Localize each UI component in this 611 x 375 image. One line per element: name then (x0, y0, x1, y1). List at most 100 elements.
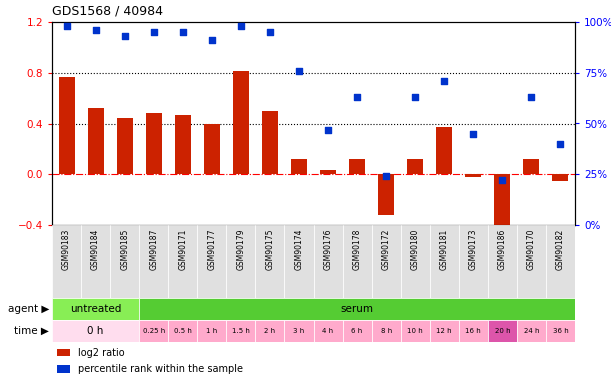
Point (207, 37, 217, 43)
Bar (466, 174, 481, 177)
Text: 16 h: 16 h (466, 328, 481, 334)
Text: GSM90186: GSM90186 (498, 229, 507, 270)
Text: GSM90176: GSM90176 (324, 229, 332, 270)
Text: 1.5 h: 1.5 h (232, 328, 250, 334)
Bar (110, 225, 139, 298)
Bar (57, 365, 70, 373)
Bar (139, 320, 168, 342)
Text: GSM90170: GSM90170 (527, 229, 536, 270)
Text: GSM90173: GSM90173 (469, 229, 478, 270)
Bar (401, 225, 430, 298)
Text: GSM90184: GSM90184 (91, 229, 100, 270)
Bar (546, 320, 575, 342)
Text: 6 h: 6 h (351, 328, 363, 334)
Bar (320, 171, 336, 174)
Text: GSM90178: GSM90178 (353, 229, 362, 270)
Text: 0 h: 0 h (87, 326, 104, 336)
Point (411, 94, 420, 100)
Bar (285, 225, 313, 298)
Bar (255, 320, 285, 342)
Point (265, 29, 275, 35)
Text: agent ▶: agent ▶ (7, 304, 49, 314)
Bar (52, 298, 139, 320)
Point (236, 23, 246, 29)
Text: time ▶: time ▶ (14, 326, 49, 336)
Bar (436, 127, 452, 174)
Text: 20 h: 20 h (494, 328, 510, 334)
Bar (343, 320, 371, 342)
Bar (262, 111, 278, 174)
Bar (52, 320, 139, 342)
Text: GSM90171: GSM90171 (178, 229, 187, 270)
Bar (524, 159, 540, 174)
Text: GSM90175: GSM90175 (265, 229, 274, 270)
Bar (407, 159, 423, 174)
Bar (175, 115, 191, 174)
Bar (343, 225, 371, 298)
Bar (204, 123, 220, 174)
Text: GSM90179: GSM90179 (236, 229, 246, 270)
Bar (430, 225, 459, 298)
Point (294, 68, 304, 74)
Bar (139, 225, 168, 298)
Text: 36 h: 36 h (552, 328, 568, 334)
Bar (349, 159, 365, 174)
Bar (57, 349, 70, 356)
Text: GSM90177: GSM90177 (207, 229, 216, 270)
Point (469, 130, 478, 136)
Text: 24 h: 24 h (524, 328, 539, 334)
Point (555, 141, 565, 147)
Bar (197, 320, 226, 342)
Point (497, 177, 507, 183)
Bar (233, 72, 249, 174)
Text: 3 h: 3 h (293, 328, 305, 334)
Point (323, 127, 333, 133)
Bar (255, 225, 285, 298)
Point (149, 29, 159, 35)
Text: 0.25 h: 0.25 h (142, 328, 165, 334)
Bar (430, 320, 459, 342)
Text: GSM90182: GSM90182 (556, 229, 565, 270)
Text: 8 h: 8 h (381, 328, 392, 334)
Bar (313, 320, 343, 342)
Point (381, 173, 391, 179)
Text: GSM90187: GSM90187 (149, 229, 158, 270)
Bar (488, 320, 517, 342)
Text: GSM90180: GSM90180 (411, 229, 420, 270)
Text: GSM90174: GSM90174 (295, 229, 304, 270)
Bar (168, 225, 197, 298)
Text: GSM90183: GSM90183 (62, 229, 71, 270)
Point (439, 78, 449, 84)
Text: log2 ratio: log2 ratio (78, 348, 125, 357)
Bar (494, 174, 510, 235)
Bar (517, 225, 546, 298)
Bar (168, 320, 197, 342)
Bar (552, 174, 568, 181)
Bar (546, 225, 575, 298)
Text: 1 h: 1 h (206, 328, 218, 334)
Text: 10 h: 10 h (408, 328, 423, 334)
Point (527, 94, 536, 100)
Text: 2 h: 2 h (265, 328, 276, 334)
Bar (313, 225, 343, 298)
Bar (197, 225, 226, 298)
Bar (145, 113, 162, 174)
Text: untreated: untreated (70, 304, 121, 314)
Text: GSM90172: GSM90172 (382, 229, 390, 270)
Bar (371, 320, 401, 342)
Bar (285, 320, 313, 342)
Bar (81, 225, 110, 298)
Bar (488, 225, 517, 298)
Text: 4 h: 4 h (323, 328, 334, 334)
Bar (459, 225, 488, 298)
Bar (226, 320, 255, 342)
Bar (401, 320, 430, 342)
Bar (59, 76, 75, 174)
Bar (226, 225, 255, 298)
Point (90, 27, 100, 33)
Bar (139, 298, 575, 320)
Text: percentile rank within the sample: percentile rank within the sample (78, 364, 243, 374)
Bar (291, 159, 307, 174)
Point (178, 29, 188, 35)
Bar (371, 225, 401, 298)
